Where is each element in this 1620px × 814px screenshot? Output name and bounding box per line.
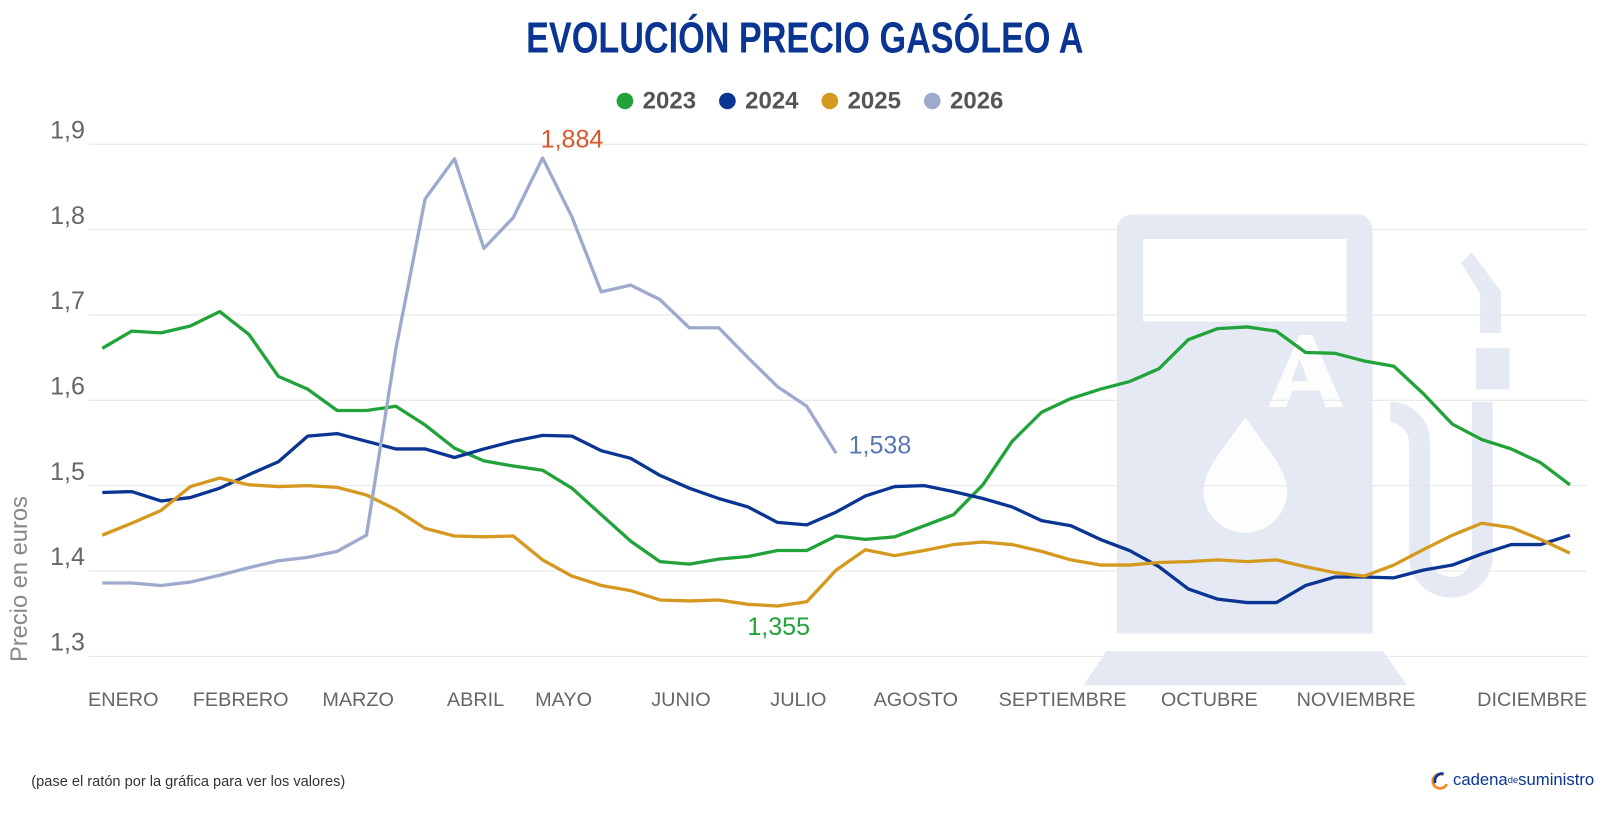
annotation: 1,538 xyxy=(849,432,912,460)
x-tick-label: NOVIEMBRE xyxy=(1297,689,1416,711)
y-tick-label: 1,4 xyxy=(50,543,85,571)
series-line xyxy=(102,156,838,588)
brand-part: cadena xyxy=(1453,770,1509,789)
series-line xyxy=(101,476,1571,608)
brand-icon xyxy=(1433,772,1444,784)
y-tick-label: 1,5 xyxy=(50,458,85,486)
y-tick-label: 1,7 xyxy=(50,287,85,315)
legend-item: 2025 xyxy=(821,87,901,114)
legend-swatch xyxy=(616,92,634,110)
y-tick-label: 1,8 xyxy=(50,202,85,230)
y-tick-label: 1,6 xyxy=(50,373,85,401)
x-tick-label: DICIEMBRE xyxy=(1477,689,1587,711)
chart-title: EVOLUCIÓN PRECIO GASÓLEO A xyxy=(526,14,1083,63)
brand: cadenadesuministro xyxy=(1431,770,1594,790)
x-tick-label: MARZO xyxy=(322,689,394,711)
annotation: 1,355 xyxy=(747,613,810,641)
series-line xyxy=(101,309,1571,566)
x-tick-label: OCTUBRE xyxy=(1161,689,1258,711)
brand-part: de xyxy=(1508,776,1518,786)
annotation: 1,884 xyxy=(541,126,604,154)
brand-text: cadenadesuministro xyxy=(1453,770,1594,789)
x-tick-label: SEPTIEMBRE xyxy=(999,689,1127,711)
x-tick-label: ENERO xyxy=(88,689,158,711)
legend-swatch xyxy=(923,92,941,110)
legend-label: 2025 xyxy=(848,87,901,114)
legend-label: 2023 xyxy=(643,87,696,114)
pump-watermark xyxy=(1083,214,1510,686)
x-tick-label: FEBRERO xyxy=(193,689,289,711)
legend: 2023 2024 2025 2026 xyxy=(616,87,1003,114)
legend-item: 2024 xyxy=(719,87,799,114)
legend-item: 2023 xyxy=(616,87,696,114)
y-tick-label: 1,9 xyxy=(50,117,85,145)
x-tick-label: JUNIO xyxy=(651,689,710,711)
legend-label: 2026 xyxy=(950,87,1003,114)
legend-item: 2026 xyxy=(923,87,1003,114)
y-axis-label: Precio en euros xyxy=(6,496,33,662)
legend-label: 2024 xyxy=(745,87,799,114)
brand-part: suministro xyxy=(1518,770,1594,789)
series-line xyxy=(102,431,1571,605)
x-tick-label: ABRIL xyxy=(447,689,504,711)
footnote: (pase el ratón por la gráfica para ver l… xyxy=(31,774,345,790)
x-tick-label: AGOSTO xyxy=(874,689,958,711)
x-tick-label: JULIO xyxy=(770,689,826,711)
x-tick-label: MAYO xyxy=(535,689,592,711)
legend-swatch xyxy=(821,92,839,110)
legend-swatch xyxy=(719,92,736,110)
y-tick-label: 1,3 xyxy=(50,629,85,657)
